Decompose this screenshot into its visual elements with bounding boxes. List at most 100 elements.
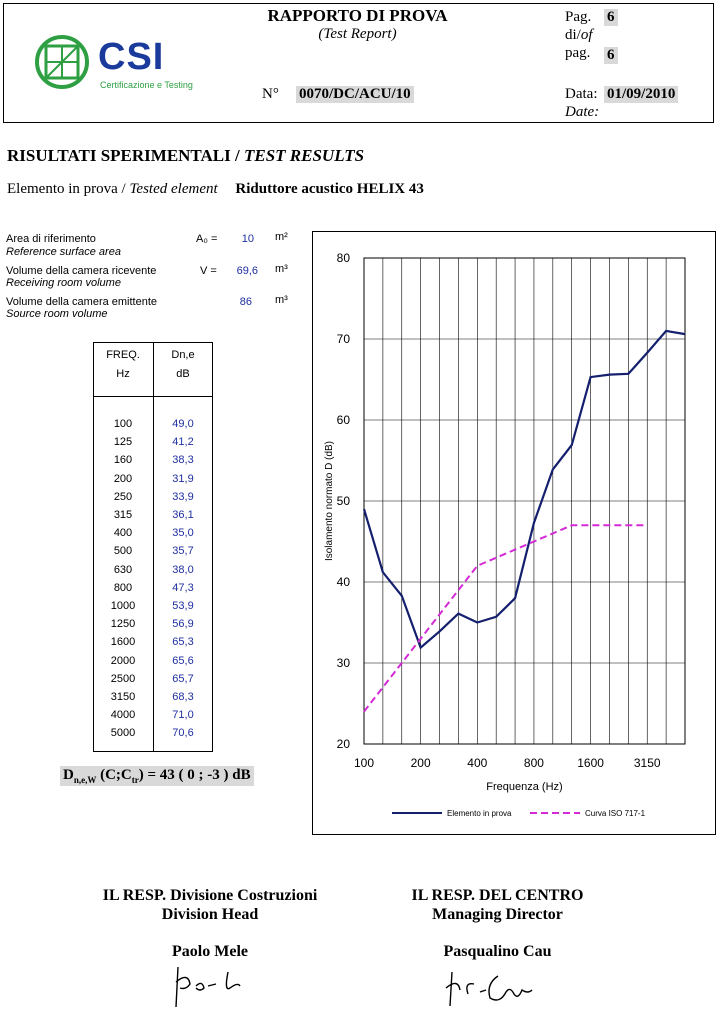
table-cell-dne: 53,9 (172, 600, 194, 612)
table-cell-frequency: 1250 (110, 618, 136, 631)
table-cell-frequency: 3150 (110, 691, 136, 703)
table-cell-dne: 65,6 (172, 654, 194, 667)
right-signer-name: Pasqualino Cau (443, 943, 552, 960)
left-signature (175, 966, 241, 1008)
param-value: 10 (241, 233, 254, 245)
table-cell-frequency: 1000 (110, 600, 136, 612)
param-label: Volume della camera ricevente (6, 265, 157, 277)
table-cell-dne: 65,3 (172, 636, 194, 649)
param-value: 86 (239, 296, 252, 308)
logo-text: CSI (98, 36, 165, 78)
tested-element-line: Elemento in prova / Tested element Ridut… (7, 181, 424, 197)
table-cell-frequency: 125 (113, 436, 133, 449)
table-cell-frequency: 100 (113, 418, 133, 430)
section-title: RISULTATI SPERIMENTALI / TEST RESULTS (7, 146, 365, 165)
right-signer-subtitle: Managing Director (432, 906, 563, 923)
number-label: N° (262, 86, 279, 102)
y-tick-label: 40 (337, 575, 351, 589)
report-title: RAPPORTO DI PROVA (267, 6, 448, 25)
table-cell-dne: 71,0 (172, 709, 194, 722)
insulation-chart: 20 30 40 50 60 70 80 100 200 400 800 1600 3150 Freque… (324, 251, 686, 818)
plot-area (363, 257, 686, 745)
table-cell-dne: 41,2 (172, 436, 194, 449)
param-label: Area di riferimento (6, 233, 96, 245)
x-tick-label: 100 (354, 756, 374, 770)
table-cell-frequency: 4000 (110, 709, 136, 722)
legend-label: Elemento in prova (447, 809, 512, 818)
weighted-result: Dn,e,W (C;Ctr) = 43 ( 0 ; -3 ) dB (60, 766, 254, 786)
col-unit-freq: Hz (116, 368, 130, 380)
table-cell-frequency: 2500 (110, 672, 136, 685)
table-cell-dne: 49,0 (172, 418, 194, 430)
pages-label: pag. (565, 45, 591, 61)
csi-logo: CSI Certificazione e Testing (34, 34, 204, 94)
tested-element-value: Riduttore acustico HELIX 43 (235, 181, 424, 197)
table-cell-frequency: 315 (113, 509, 133, 521)
table-cell-frequency: 800 (113, 581, 133, 594)
series-line-reference (363, 524, 648, 713)
table-cell-dne: 36,1 (172, 509, 194, 521)
param-label-en: Receiving room volume (6, 277, 121, 289)
date-label-en: Date: (565, 104, 600, 120)
param-label-en: Source room volume (6, 308, 108, 320)
date-label: Data: (565, 86, 598, 102)
logo-emblem-icon (35, 35, 89, 89)
y-axis-label: Isolamento normato D (dB) (324, 441, 335, 561)
table-divider (153, 342, 154, 752)
table-cell-frequency: 2000 (110, 654, 136, 667)
left-signer-name: Paolo Mele (172, 943, 248, 960)
table-cell-dne: 56,9 (172, 618, 194, 631)
table-cell-dne: 47,3 (172, 581, 194, 594)
param-symbol: V = (200, 265, 217, 277)
page-label: Pag. (565, 9, 592, 25)
table-cell-dne: 65,7 (172, 672, 194, 685)
table-cell-frequency: 200 (113, 472, 133, 485)
param-label: Volume della camera emittente (6, 296, 158, 308)
logo-tagline: Certificazione e Testing (100, 80, 193, 90)
y-tick-label: 80 (337, 251, 351, 265)
y-tick-label: 50 (337, 494, 351, 508)
col-header-dne: Dn,e (171, 349, 195, 361)
left-signer-title: IL RESP. Divisione Costruzioni (102, 887, 318, 904)
x-tick-label: 3150 (634, 756, 661, 770)
table-cell-frequency: 630 (113, 563, 133, 576)
legend-label: Curva ISO 717-1 (585, 809, 646, 818)
col-header-freq: FREQ. (106, 349, 140, 361)
table-cell-dne: 68,3 (172, 691, 194, 703)
table-cell-frequency: 250 (113, 490, 133, 503)
y-tick-label: 70 (337, 332, 351, 346)
table-cell-dne: 35,0 (172, 527, 194, 540)
x-axis-label: Frequenza (Hz) (486, 781, 562, 793)
table-cell-frequency: 500 (113, 545, 133, 558)
col-unit-dne: dB (176, 368, 190, 380)
param-value: 69,6 (236, 265, 258, 277)
series-line-measured (362, 329, 686, 650)
table-divider (93, 396, 213, 397)
param-unit: m³ (275, 294, 288, 306)
report-number: 0070/DC/ACU/10 (296, 86, 414, 103)
report-subtitle: (Test Report) (318, 26, 397, 42)
table-cell-dne: 70,6 (172, 727, 194, 740)
table-cell-dne: 33,9 (172, 490, 194, 503)
table-cell-frequency: 160 (113, 454, 133, 467)
x-tick-label: 1600 (577, 756, 604, 770)
param-symbol: A₀ = (196, 233, 218, 245)
table-cell-frequency: 1600 (110, 636, 136, 649)
x-tick-label: 400 (467, 756, 487, 770)
y-tick-label: 20 (337, 737, 351, 751)
table-cell-frequency: 5000 (110, 727, 136, 740)
param-unit: m² (275, 231, 288, 243)
table-cell-dne: 31,9 (172, 472, 194, 485)
param-unit: m³ (275, 263, 288, 275)
table-cell-frequency: 400 (113, 527, 133, 540)
table-cell-dne: 38,0 (172, 563, 194, 576)
right-signer-title: IL RESP. DEL CENTRO (411, 887, 584, 904)
y-tick-label: 60 (337, 413, 351, 427)
pages-value: 6 (604, 47, 618, 64)
x-tick-label: 800 (524, 756, 544, 770)
right-signature (445, 971, 533, 1007)
table-cell-dne: 35,7 (172, 545, 194, 558)
y-tick-label: 30 (337, 656, 351, 670)
date-value: 01/09/2010 (604, 86, 679, 103)
of-label: di/of (565, 27, 593, 43)
